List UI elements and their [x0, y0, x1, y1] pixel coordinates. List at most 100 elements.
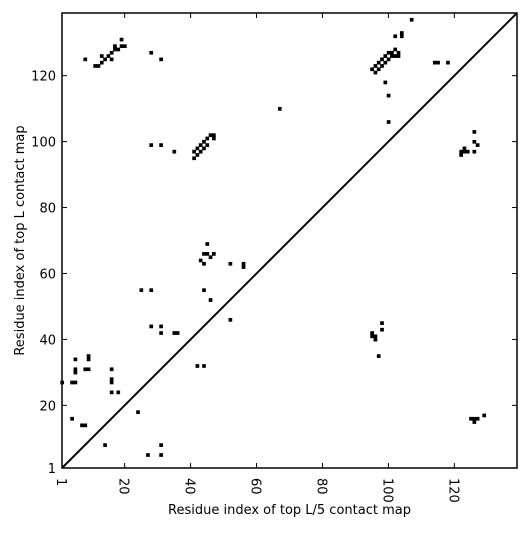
contact-point: [228, 261, 233, 266]
contact-point: [149, 324, 154, 329]
contact-point: [472, 130, 477, 134]
contact-point: [116, 390, 121, 395]
contact-point: [86, 354, 91, 358]
contact-point: [373, 64, 378, 68]
contact-point: [472, 420, 477, 424]
x-tick-label: 1: [53, 478, 68, 486]
contact-point: [172, 331, 177, 335]
contact-point: [198, 149, 203, 154]
contact-point: [383, 80, 388, 85]
x-axis-label: Residue index of top L/5 contact map: [168, 503, 411, 518]
contact-point: [380, 64, 384, 68]
contact-point: [436, 60, 440, 65]
contact-point: [376, 60, 381, 65]
contact-point: [380, 321, 384, 325]
contact-point: [399, 34, 404, 39]
contact-point: [380, 57, 384, 62]
contact-point: [202, 288, 206, 293]
contact-point: [212, 133, 216, 138]
contact-point: [109, 367, 114, 372]
contact-point: [99, 54, 104, 58]
contact-point: [195, 146, 200, 151]
contact-point: [228, 317, 233, 322]
contact-point: [139, 288, 144, 293]
contact-point: [103, 443, 107, 447]
contact-point: [175, 331, 180, 335]
contact-point: [386, 50, 391, 55]
contact-point: [83, 57, 88, 62]
contact-point: [482, 413, 487, 418]
contact-point: [277, 106, 282, 111]
contact-point: [80, 423, 84, 428]
contact-point: [198, 258, 203, 263]
plot-frame: [61, 12, 518, 469]
contact-point: [399, 31, 404, 35]
y-tick-label: 1: [48, 462, 56, 477]
contact-point: [383, 54, 388, 58]
y-tick-label: 60: [39, 267, 56, 282]
contact-point: [373, 70, 378, 75]
contact-point: [83, 423, 88, 428]
y-tick-label: 80: [39, 202, 56, 217]
contact-point: [205, 136, 210, 141]
contact-point: [109, 57, 114, 62]
contact-point: [70, 380, 74, 385]
x-tick-label: 100: [379, 478, 394, 503]
contact-point: [113, 44, 117, 49]
contact-point: [386, 57, 391, 62]
contact-point: [462, 149, 467, 154]
contact-point: [202, 364, 206, 368]
contact-point: [205, 252, 210, 256]
contact-point: [96, 64, 101, 68]
contact-point: [198, 143, 203, 147]
contact-point: [380, 327, 384, 332]
contact-point: [122, 44, 127, 49]
contact-point: [83, 367, 88, 372]
contact-point: [202, 261, 206, 266]
y-tick-label: 20: [39, 399, 56, 414]
x-tick-label: 80: [313, 478, 328, 495]
x-tick-label: 40: [182, 478, 197, 495]
contact-point: [432, 60, 437, 65]
contact-point: [195, 364, 200, 368]
contact-point: [396, 54, 401, 58]
contact-point: [159, 453, 163, 457]
contact-point: [475, 143, 480, 147]
contact-point: [212, 252, 216, 256]
contact-point: [119, 44, 124, 49]
contact-point: [472, 139, 477, 144]
contact-point: [409, 17, 414, 22]
contact-point: [370, 334, 374, 339]
x-axis-ticks: 1 20 40 60 80 100 120: [53, 13, 460, 503]
contact-point: [383, 60, 388, 65]
contact-point: [73, 370, 78, 375]
contact-point: [106, 54, 111, 58]
y-tick-label: 100: [31, 136, 56, 151]
contact-point: [192, 156, 196, 161]
contact-point: [159, 57, 163, 62]
contact-point: [241, 261, 246, 266]
contact-point: [192, 149, 196, 154]
contact-point: [119, 37, 124, 42]
contact-point: [386, 120, 391, 124]
x-tick-label: 20: [116, 478, 131, 495]
contact-point: [376, 67, 381, 72]
contact-point: [370, 331, 374, 335]
contact-point: [393, 54, 398, 58]
contact-point: [109, 50, 114, 55]
contact-point: [202, 139, 206, 144]
contact-point: [159, 443, 163, 447]
contact-point: [469, 416, 473, 421]
contact-point: [149, 288, 154, 293]
contact-point: [70, 416, 74, 421]
contact-point: [113, 47, 117, 52]
contact-point: [475, 416, 480, 421]
x-tick-label: 60: [248, 478, 263, 495]
data-marks: [60, 17, 487, 457]
diagonal-line: [61, 12, 518, 469]
contact-point: [386, 93, 391, 98]
contact-point: [373, 334, 378, 339]
contact-point: [195, 153, 200, 157]
